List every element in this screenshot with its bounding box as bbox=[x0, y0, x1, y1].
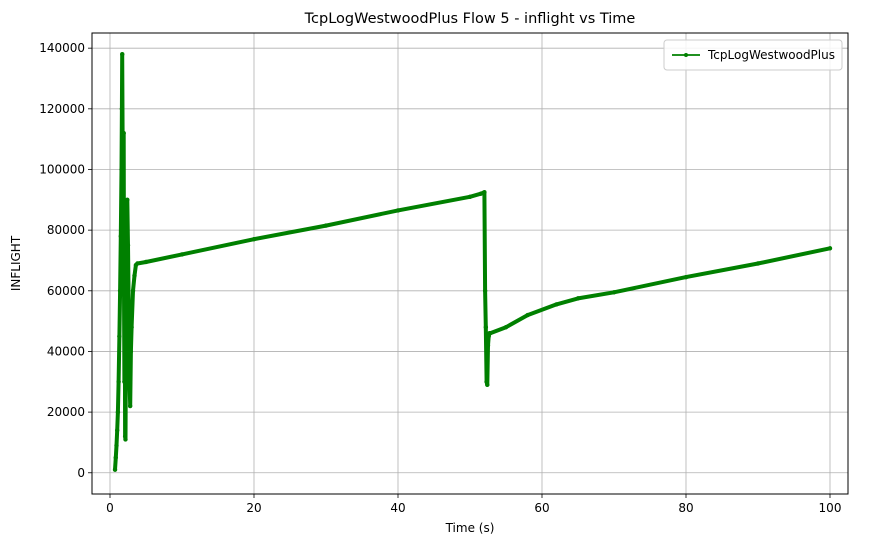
legend-swatch-marker bbox=[684, 53, 688, 57]
y-tick-label: 60000 bbox=[47, 284, 85, 298]
data-point bbox=[121, 130, 126, 136]
data-point bbox=[125, 243, 131, 248]
data-point bbox=[130, 288, 136, 293]
data-point bbox=[120, 52, 125, 57]
y-tick-label: 0 bbox=[77, 466, 85, 480]
data-point bbox=[129, 324, 134, 330]
data-point bbox=[143, 259, 149, 265]
data-point bbox=[117, 288, 123, 293]
y-tick-label: 140000 bbox=[39, 41, 85, 55]
data-point bbox=[503, 324, 509, 330]
data-point bbox=[323, 223, 329, 228]
y-tick-label: 20000 bbox=[47, 405, 85, 419]
data-point bbox=[122, 303, 127, 309]
data-point bbox=[554, 302, 559, 307]
y-tick-label: 120000 bbox=[39, 102, 85, 116]
data-point bbox=[126, 303, 131, 309]
data-point bbox=[124, 288, 129, 293]
data-point bbox=[132, 273, 137, 278]
data-point bbox=[121, 167, 126, 172]
y-tick-label: 40000 bbox=[47, 344, 85, 358]
data-point bbox=[113, 455, 118, 460]
chart-title: TcpLogWestwoodPlus Flow 5 - inflight vs … bbox=[304, 11, 636, 27]
legend-box bbox=[663, 39, 843, 71]
data-point bbox=[478, 191, 483, 196]
data-point bbox=[525, 312, 530, 318]
x-tick-label: 0 bbox=[106, 501, 114, 515]
data-point bbox=[123, 379, 129, 384]
data-point bbox=[483, 324, 489, 330]
data-point bbox=[611, 290, 617, 295]
data-point bbox=[575, 296, 581, 301]
data-point bbox=[179, 252, 185, 257]
data-point bbox=[755, 261, 761, 266]
y-axis-label: INFLIGHT bbox=[9, 235, 23, 291]
data-point bbox=[117, 334, 122, 339]
data-point bbox=[115, 428, 120, 433]
data-point bbox=[116, 379, 121, 384]
data-point bbox=[485, 343, 491, 348]
legend: TcpLogWestwoodPlus bbox=[663, 39, 843, 71]
plot-frame bbox=[91, 32, 849, 495]
data-point bbox=[125, 197, 130, 203]
data-point bbox=[112, 467, 118, 472]
data-point bbox=[135, 261, 140, 266]
data-point bbox=[120, 258, 126, 263]
x-tick-label: 60 bbox=[534, 501, 549, 515]
legend-entry-label: TcpLogWestwoodPlus bbox=[707, 48, 835, 62]
x-tick-label: 20 bbox=[246, 501, 261, 515]
data-point bbox=[251, 237, 257, 242]
data-point bbox=[123, 437, 128, 442]
data-point bbox=[683, 274, 689, 280]
x-tick-label: 40 bbox=[390, 501, 405, 515]
data-point bbox=[128, 349, 134, 354]
x-axis-label: Time (s) bbox=[445, 521, 495, 535]
data-point bbox=[482, 190, 487, 195]
data-point bbox=[127, 373, 132, 378]
data-point bbox=[485, 382, 490, 388]
y-tick-label: 100000 bbox=[39, 162, 85, 176]
data-point bbox=[115, 409, 121, 415]
data-point bbox=[482, 288, 488, 293]
data-point bbox=[119, 106, 125, 112]
data-point bbox=[127, 403, 133, 409]
x-tick-label: 100 bbox=[819, 501, 842, 515]
y-tick-label: 80000 bbox=[47, 223, 85, 237]
axis-ticks: 0 20 40 60 80 100 0 20000 40000 60000 80000 100000 1… bbox=[39, 41, 841, 515]
data-point bbox=[827, 246, 833, 251]
data-point bbox=[395, 208, 401, 213]
data-point bbox=[114, 443, 119, 448]
x-tick-label: 80 bbox=[678, 501, 693, 515]
data-point bbox=[118, 234, 124, 239]
data-point bbox=[487, 331, 493, 336]
series-layer bbox=[112, 52, 833, 472]
data-point bbox=[467, 194, 473, 199]
